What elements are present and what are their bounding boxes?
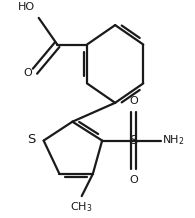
- Text: S: S: [129, 134, 138, 147]
- Text: O: O: [129, 96, 138, 106]
- Text: CH$_3$: CH$_3$: [70, 201, 92, 214]
- Text: NH$_2$: NH$_2$: [162, 134, 184, 147]
- Text: S: S: [27, 133, 35, 146]
- Text: O: O: [23, 68, 32, 78]
- Text: HO: HO: [18, 2, 35, 12]
- Text: O: O: [129, 175, 138, 185]
